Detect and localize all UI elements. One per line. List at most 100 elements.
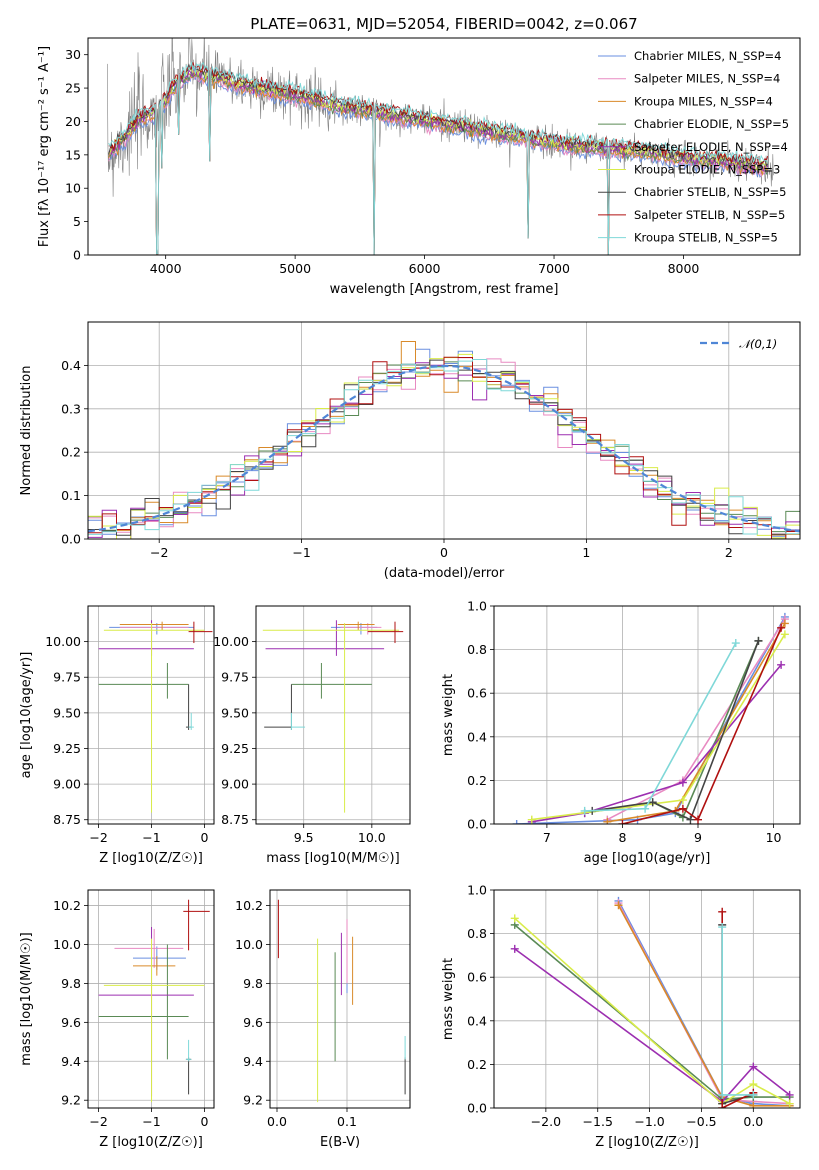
plot-area — [98, 620, 213, 813]
data-point-salpeter-stelib — [367, 621, 404, 644]
series-marker — [527, 815, 536, 824]
y-tick-label: 0.1 — [61, 488, 81, 503]
x-tick-label: −2 — [89, 830, 107, 845]
series-marker — [718, 923, 727, 932]
x-tick-label: 8000 — [668, 261, 700, 276]
y-tick-label: 9.75 — [221, 670, 249, 685]
series-marker — [785, 1090, 794, 1099]
series-marker — [780, 619, 789, 628]
series-marker — [718, 1090, 727, 1099]
series-marker — [785, 1099, 794, 1108]
y-tick-label: 9.00 — [53, 777, 81, 792]
series-marker — [648, 798, 657, 807]
series-kroupa-stelib — [718, 923, 758, 1099]
series-salpeter-stelib — [618, 623, 786, 824]
series-line — [617, 904, 790, 1107]
y-tick-label: 10.00 — [213, 634, 249, 649]
y-tick-label: 8.75 — [221, 812, 249, 827]
y-tick-label: 9.2 — [61, 1093, 81, 1108]
residual-histogram-kroupa-stelib — [88, 359, 800, 535]
y-tick-label: 10.0 — [53, 937, 81, 952]
data-point-kroupa-stelib — [290, 712, 306, 730]
plot-area — [107, 38, 775, 255]
y-tick-label: 0.0 — [467, 817, 487, 832]
axes-frame — [87, 37, 801, 256]
data-point-salpeter-elodie — [265, 620, 385, 656]
mass-weight-vs-age-panel: 7 8 9 10 0.0 0.2 0.4 0.6 0.8 1.0 age [log10(age/yr… — [441, 599, 801, 866]
series-marker — [603, 817, 612, 824]
series-marker — [777, 623, 786, 632]
legend-label: Chabrier ELODIE, N_SSP=5 — [634, 117, 789, 131]
series-marker — [780, 630, 789, 639]
y-tick-label: 0.2 — [467, 773, 487, 788]
y-tick-label: 0.4 — [467, 1013, 487, 1028]
y-tick-label: 9.4 — [61, 1054, 81, 1069]
y-tick-label: 9.6 — [61, 1015, 81, 1030]
series-line — [622, 627, 782, 824]
y-tick-label: 9.2 — [243, 1093, 263, 1108]
y-tick-label: 0.4 — [61, 358, 81, 373]
data-point-chabrier-elodie — [98, 662, 189, 699]
x-tick-label: −1 — [292, 545, 310, 560]
normal-reference-curve — [88, 364, 800, 533]
series-marker — [754, 636, 763, 645]
plot-area — [277, 899, 406, 1103]
legend-label: Salpeter STELIB, N_SSP=5 — [634, 208, 785, 222]
data-point-kroupa-miles — [133, 956, 176, 976]
x-tick-label: 5000 — [279, 261, 311, 276]
series-line — [514, 948, 791, 1103]
age-vs-metallicity-panel: −2 −1 0 8.75 9.00 9.25 9.50 9.75 10.00 Z [log10(Z… — [19, 605, 215, 866]
figure-title: PLATE=0631, MJD=52054, FIBERID=0042, z=0… — [250, 15, 637, 33]
data-point-kroupa-stelib — [185, 1039, 192, 1062]
series-marker — [749, 1062, 758, 1071]
model-spectrum-salpeter-elodie — [108, 67, 769, 255]
x-tick-label: 0.0 — [743, 1114, 763, 1129]
legend-label: Kroupa ELODIE, N_SSP=3 — [634, 163, 780, 177]
series-marker — [678, 796, 687, 805]
y-tick-label: 9.50 — [221, 705, 249, 720]
x-axis-label: Z [log10(Z/Z☉)] — [99, 1135, 203, 1150]
y-tick-label: 0.4 — [467, 729, 487, 744]
legend-label: Kroupa STELIB, N_SSP=5 — [634, 231, 778, 245]
legend-label: Kroupa MILES, N_SSP=4 — [634, 94, 773, 108]
mass-weight-vs-metallicity-panel: −2.0 −1.5 −1.0 −0.5 0.0 0.0 0.2 0.4 0.6 0.8 1.0 Z [… — [441, 883, 801, 1150]
x-tick-label: −1.0 — [634, 1114, 664, 1129]
y-tick-label: 9.25 — [53, 741, 81, 756]
y-tick-label: 9.25 — [221, 741, 249, 756]
y-tick-label: 10 — [65, 181, 81, 196]
series-marker — [749, 1080, 758, 1089]
y-axis-label: age [log10(age/yr)] — [19, 652, 34, 779]
series-marker — [731, 639, 740, 648]
x-tick-label: −1 — [142, 830, 160, 845]
series-marker — [678, 804, 687, 813]
series-kroupa-stelib — [580, 639, 740, 815]
axes-frame — [255, 605, 411, 825]
y-tick-label: 8.75 — [53, 812, 81, 827]
x-tick-label: −1.5 — [583, 1114, 613, 1129]
x-tick-label: −2 — [150, 545, 168, 560]
series-marker — [580, 806, 589, 815]
x-tick-label: 0 — [200, 1114, 208, 1129]
legend-label: Salpeter MILES, N_SSP=4 — [634, 72, 780, 86]
y-tick-label: 20 — [65, 114, 81, 129]
x-axis-label: wavelength [Angstrom, rest frame] — [330, 282, 559, 297]
data-point-chabrier-elodie — [98, 944, 189, 1060]
data-point-salpeter-stelib — [183, 899, 210, 951]
data-point-chabrier-elodie — [291, 662, 372, 699]
x-tick-label: 10.0 — [358, 830, 386, 845]
y-axis-label: Normed distribution — [19, 366, 34, 496]
y-tick-label: 0.8 — [467, 926, 487, 941]
y-tick-label: 0.6 — [467, 686, 487, 701]
x-tick-label: 10 — [766, 830, 782, 845]
x-axis-label: mass [log10(M/M☉)] — [266, 851, 399, 866]
series-marker — [718, 1104, 727, 1108]
y-tick-label: 9.00 — [221, 777, 249, 792]
x-tick-label: −1 — [142, 1114, 160, 1129]
y-tick-label: 9.8 — [61, 976, 81, 991]
plot-area — [262, 620, 404, 813]
series-marker — [641, 804, 650, 813]
axes-frame — [87, 321, 801, 540]
data-point-salpeter-stelib — [188, 621, 213, 644]
y-tick-label: 15 — [65, 147, 81, 162]
